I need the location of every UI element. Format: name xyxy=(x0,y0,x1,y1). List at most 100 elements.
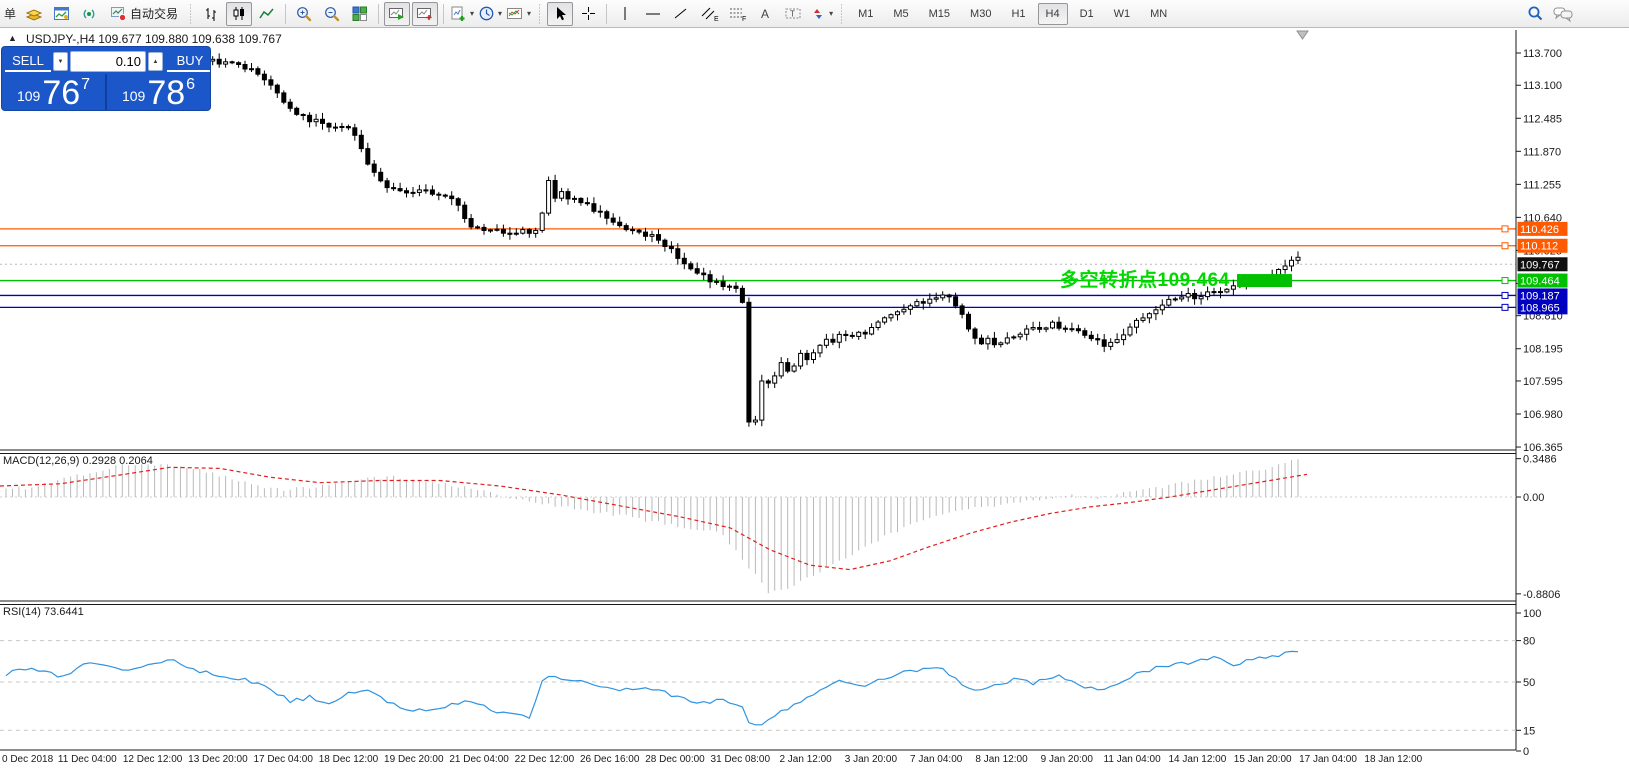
text-label-button[interactable]: T xyxy=(780,2,806,26)
timeframe-button-m15[interactable]: M15 xyxy=(928,7,951,20)
timeframe-button-m30[interactable]: M30 xyxy=(970,7,992,20)
autotrading-button[interactable]: 自动交易 xyxy=(105,2,183,26)
line-handle[interactable] xyxy=(1501,242,1509,250)
add-indicator-button[interactable]: ▾ xyxy=(449,2,475,26)
bar-chart-button[interactable] xyxy=(198,2,224,26)
buy-price[interactable]: 109 78 6 xyxy=(107,74,210,110)
cursor-button[interactable] xyxy=(547,1,574,26)
new-chart-button[interactable] xyxy=(49,2,75,26)
candle xyxy=(656,234,661,241)
timeframe-button-d1[interactable]: D1 xyxy=(1079,7,1094,20)
metaeditor-button[interactable] xyxy=(21,2,47,26)
trendline-button[interactable] xyxy=(668,2,694,26)
time-axis-label: 18 Dec 12:00 xyxy=(318,754,379,765)
candle xyxy=(513,232,519,235)
time-axis-label: 2 Jan 12:00 xyxy=(779,754,832,765)
dropdown-arrow-icon: ▾ xyxy=(829,9,834,18)
volume-decrease-button[interactable]: ▼ xyxy=(53,52,68,71)
sell-button[interactable]: SELL xyxy=(5,51,51,72)
zoom-in-button[interactable] xyxy=(291,2,317,26)
candle xyxy=(772,375,778,384)
candle xyxy=(1127,326,1133,336)
candle xyxy=(210,58,216,62)
horizontal-lines xyxy=(0,225,1516,311)
timeframe-button-m5[interactable]: M5 xyxy=(893,7,909,20)
price-tag xyxy=(1517,273,1568,288)
sell-price[interactable]: 109 76 7 xyxy=(2,74,107,110)
pivot-annotation-text[interactable]: 多空转折点109.464 xyxy=(1060,270,1230,291)
panel-collapse-toggle[interactable]: ▲ xyxy=(8,33,17,43)
price-axis-label: 107.595 xyxy=(1523,376,1563,388)
text-button[interactable]: A xyxy=(752,2,778,26)
candlestick-button[interactable] xyxy=(226,1,253,26)
horizontal-line-button[interactable] xyxy=(640,2,666,26)
buy-price-pip: 6 xyxy=(186,76,196,93)
volume-increase-button[interactable]: ▲ xyxy=(148,52,163,71)
candle xyxy=(339,126,345,128)
new-order-button[interactable]: 单 xyxy=(3,7,16,21)
line-handle[interactable] xyxy=(1501,303,1509,311)
auto-scroll-button[interactable] xyxy=(384,1,411,26)
candle xyxy=(895,311,900,316)
candle xyxy=(1198,296,1204,300)
candle xyxy=(526,229,532,234)
period-menu-button[interactable]: ▾ xyxy=(477,2,503,26)
rsi-indicator-label: RSI(14) 73.6441 xyxy=(3,606,84,618)
timeframe-button-m1[interactable]: M1 xyxy=(858,7,874,20)
line-handle[interactable] xyxy=(1501,291,1509,299)
candle xyxy=(416,189,422,193)
candle xyxy=(752,419,758,423)
price-axis-label: 108.195 xyxy=(1523,344,1563,356)
search-button[interactable] xyxy=(1522,2,1548,26)
candle xyxy=(326,122,332,128)
candle xyxy=(727,285,732,288)
zoom-out-icon xyxy=(325,6,340,21)
candle xyxy=(791,365,797,372)
crosshair-icon xyxy=(581,7,595,20)
timeframe-button-w1[interactable]: W1 xyxy=(1113,7,1131,20)
line-handle[interactable] xyxy=(1501,277,1509,285)
candle xyxy=(546,180,552,214)
candle xyxy=(462,204,468,219)
candle xyxy=(817,344,823,354)
price-axis-label: 113.100 xyxy=(1523,80,1562,92)
line-chart-button[interactable] xyxy=(254,2,280,26)
signals-button[interactable] xyxy=(77,2,103,26)
arrows-button[interactable]: ▾ xyxy=(808,2,834,26)
dropdown-arrow-icon: ▾ xyxy=(470,9,475,18)
line-handle[interactable] xyxy=(1501,225,1509,233)
toolbar-grip[interactable] xyxy=(537,3,543,24)
toolbar-grip[interactable] xyxy=(188,3,194,24)
chat-button[interactable] xyxy=(1550,2,1576,26)
zoom-out-button[interactable] xyxy=(319,2,345,26)
rsi-line xyxy=(5,650,1299,726)
candle xyxy=(488,229,493,232)
auto-scroll-icon xyxy=(389,8,405,20)
toolbar-grip[interactable] xyxy=(839,3,845,24)
template-button[interactable]: ▾ xyxy=(505,2,532,26)
signal-waves-icon xyxy=(83,9,95,19)
chart-shift-button[interactable] xyxy=(412,1,439,26)
candle xyxy=(875,321,881,329)
fibonacci-button[interactable]: F xyxy=(724,2,750,26)
equidistant-channel-button[interactable]: E xyxy=(696,2,722,26)
candle xyxy=(798,352,804,367)
candle xyxy=(300,114,306,116)
volume-input[interactable] xyxy=(70,51,146,72)
rsi-axis-label: 0 xyxy=(1523,746,1529,758)
gold-bars-icon xyxy=(25,8,43,21)
candle xyxy=(397,188,403,192)
chart-shift-marker[interactable] xyxy=(1296,30,1309,40)
buy-button[interactable]: BUY xyxy=(167,51,210,72)
crosshair-button[interactable] xyxy=(575,2,601,26)
timeframe-button-mn[interactable]: MN xyxy=(1150,7,1168,20)
highlight-rectangle[interactable] xyxy=(1237,274,1292,288)
candle xyxy=(1108,341,1114,347)
candle xyxy=(268,79,274,86)
timeframe-button-h1[interactable]: H1 xyxy=(1011,7,1026,20)
tile-windows-button[interactable] xyxy=(347,2,373,26)
vertical-line-button[interactable] xyxy=(612,2,638,26)
candle xyxy=(223,61,229,65)
timeframe-button-h4[interactable]: H4 xyxy=(1037,2,1068,25)
